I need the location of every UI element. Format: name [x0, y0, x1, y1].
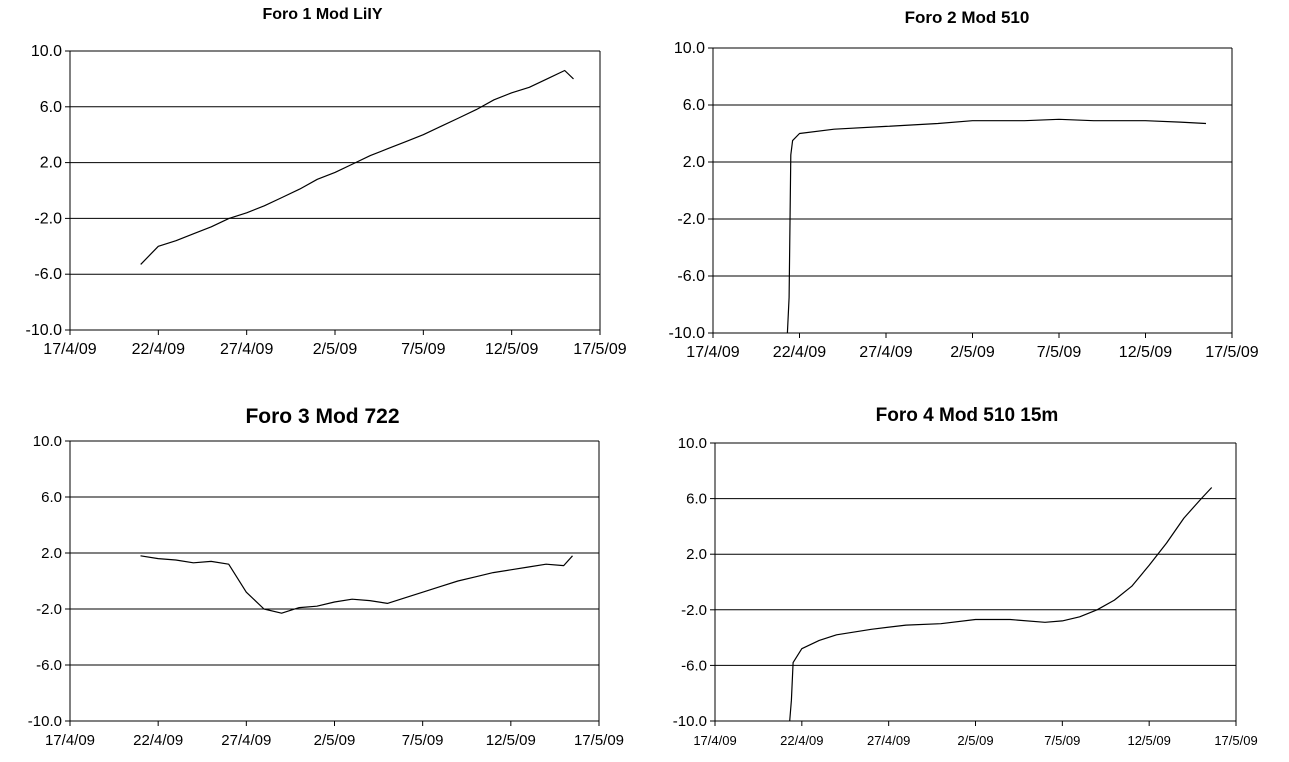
y-tick-label: -10.0: [669, 325, 706, 342]
x-tick-label: 17/4/09: [686, 344, 739, 361]
y-tick-label: 2.0: [683, 154, 705, 171]
y-tick-label: 10.0: [31, 43, 62, 60]
x-tick-label: 2/5/09: [314, 732, 356, 749]
y-tick-label: 6.0: [41, 489, 62, 506]
chart-plot: 10.0 6.0 2.0 -2.0 -6.0 -10.0 17/4/09 22/4/09 27/…: [26, 43, 627, 358]
chart-panel-foro-3: Foro 3 Mod 722 10.0 6.0 2.0 -2.0 -6.0 -10.0 17…: [0, 381, 645, 762]
chart-panel-foro-2: Foro 2 Mod 510 10.0 6.0 2.0 -2.0 -6.0 -10.0 17…: [645, 0, 1289, 381]
y-tick-label: -6.0: [36, 657, 62, 674]
x-tick-label: 12/5/09: [486, 732, 536, 749]
y-tick-label: -6.0: [681, 657, 707, 674]
x-tick-label: 7/5/09: [1037, 344, 1082, 361]
chart-title: Foro 2 Mod 510: [904, 8, 1030, 27]
chart-plot: 10.0 6.0 2.0 -2.0 -6.0 -10.0 17/4/09 22/4/09 27/…: [669, 40, 1259, 361]
x-tick-label: 22/4/09: [133, 732, 183, 749]
x-tick-label: 12/5/09: [1119, 344, 1172, 361]
x-tick-label: 17/5/09: [1205, 344, 1258, 361]
chart-plot: 10.0 6.0 2.0 -2.0 -6.0 -10.0 17/4/09 22/4/09 27/…: [673, 435, 1258, 748]
x-tick-label: 17/5/09: [1214, 733, 1257, 748]
series-line: [789, 487, 1213, 722]
x-tick-label: 27/4/09: [220, 341, 273, 358]
chart-title: Foro 4 Mod 510 15m: [875, 405, 1059, 426]
x-tick-label: 12/5/09: [1127, 733, 1170, 748]
x-tick-label: 22/4/09: [773, 344, 826, 361]
x-tick-label: 17/4/09: [43, 341, 96, 358]
y-tick-label: 10.0: [678, 435, 707, 452]
series-line: [786, 118, 1207, 334]
y-tick-label: -2.0: [36, 601, 62, 618]
x-tick-label: 17/5/09: [574, 732, 624, 749]
x-tick-label: 17/4/09: [693, 733, 736, 748]
x-tick-label: 7/5/09: [402, 732, 444, 749]
x-tick-label: 27/4/09: [859, 344, 912, 361]
x-tick-label: 17/4/09: [45, 732, 95, 749]
y-tick-label: -6.0: [34, 266, 62, 283]
x-tick-label: 27/4/09: [221, 732, 271, 749]
y-tick-label: 2.0: [41, 545, 62, 562]
series-line: [140, 69, 574, 265]
chart-panel-foro-1: Foro 1 Mod LiIY 10.0 6.0 2.0 -2.0 -6.0 -10.0 1…: [0, 0, 645, 381]
x-tick-label: 17/5/09: [573, 341, 626, 358]
y-tick-label: 10.0: [674, 40, 705, 57]
x-tick-label: 22/4/09: [132, 341, 185, 358]
x-tick-label: 2/5/09: [950, 344, 995, 361]
y-tick-label: -10.0: [673, 713, 707, 730]
y-tick-label: 2.0: [686, 546, 707, 563]
x-tick-label: 27/4/09: [867, 733, 910, 748]
y-tick-label: 6.0: [686, 491, 707, 508]
x-tick-label: 7/5/09: [401, 341, 446, 358]
y-tick-label: 2.0: [40, 155, 62, 172]
y-tick-label: 6.0: [683, 97, 705, 114]
y-tick-label: -6.0: [677, 268, 705, 285]
x-tick-label: 12/5/09: [485, 341, 538, 358]
y-tick-label: -2.0: [677, 211, 705, 228]
y-tick-label: 6.0: [40, 99, 62, 116]
chart-title: Foro 1 Mod LiIY: [262, 6, 383, 23]
y-tick-label: -2.0: [681, 602, 707, 619]
series-line: [140, 555, 573, 614]
x-tick-label: 2/5/09: [957, 733, 993, 748]
chart-plot: 10.0 6.0 2.0 -2.0 -6.0 -10.0 17/4/09 22/4/09 27/…: [28, 433, 624, 749]
y-tick-label: -10.0: [26, 322, 63, 339]
chart-title: Foro 3 Mod 722: [245, 405, 400, 428]
y-tick-label: 10.0: [33, 433, 62, 450]
y-tick-label: -2.0: [34, 210, 62, 227]
chart-panel-foro-4: Foro 4 Mod 510 15m 10.0 6.0 2.0 -2.0 -6.0 -10…: [645, 381, 1289, 762]
y-tick-label: -10.0: [28, 713, 62, 730]
x-tick-label: 7/5/09: [1044, 733, 1080, 748]
x-tick-label: 22/4/09: [780, 733, 823, 748]
x-tick-label: 2/5/09: [313, 341, 358, 358]
